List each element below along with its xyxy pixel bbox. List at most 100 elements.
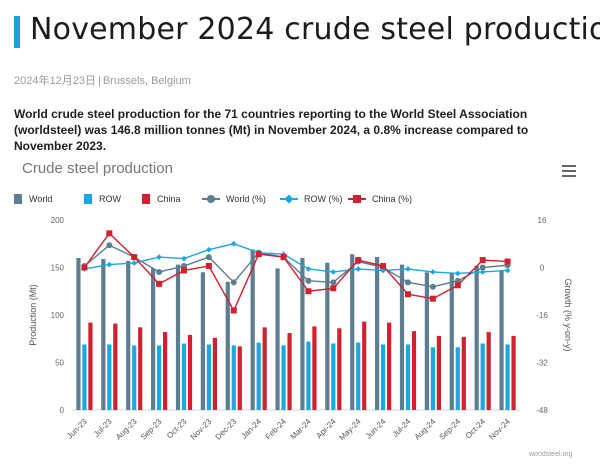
marker-china-pct: [181, 267, 187, 274]
x-tick-label: Jul-24: [391, 417, 413, 439]
x-tick-label: May-24: [337, 417, 363, 443]
bar-china: [436, 335, 441, 410]
bar-row: [505, 344, 510, 410]
marker-row-pct: [106, 261, 113, 268]
marker-row-pct: [206, 246, 212, 253]
legend-swatch-row: [84, 194, 92, 204]
x-tick-label: Aug-24: [413, 417, 438, 442]
legend-item-china[interactable]: China: [142, 192, 181, 206]
legend-label-row-pct: ROW (%): [304, 194, 343, 204]
y-tick-label: 50: [55, 359, 64, 368]
marker-china-pct: [230, 307, 237, 314]
y-tick-label: 100: [51, 311, 65, 320]
marker-china-pct: [330, 285, 337, 292]
bar-china: [113, 323, 118, 410]
marker-world-pct: [429, 283, 436, 290]
page-title: November 2024 crude steel production: [30, 12, 600, 47]
bar-china: [262, 327, 267, 410]
y-axis-title: Production (Mt): [28, 284, 38, 346]
bar-china: [312, 326, 317, 410]
x-tick-label: Nov-23: [189, 417, 214, 442]
marker-row-pct: [230, 240, 237, 247]
marker-row-pct: [405, 266, 411, 272]
bar-world: [350, 254, 355, 410]
marker-world-pct: [405, 279, 411, 286]
publish-date: 2024年12月23日: [14, 75, 96, 87]
y-tick-label: 200: [51, 216, 65, 225]
credit-text: worldsteel.org: [529, 451, 573, 458]
bar-world: [424, 272, 429, 410]
bar-world: [200, 272, 205, 410]
marker-china-pct: [205, 263, 212, 270]
bar-row: [281, 345, 286, 410]
y2-tick-label: 0: [540, 264, 545, 273]
bar-world: [449, 273, 454, 410]
marker-row-pct: [380, 267, 386, 274]
marker-china-pct: [504, 258, 511, 265]
marker-world-pct: [230, 279, 237, 286]
hamburger-menu-icon[interactable]: [562, 165, 576, 179]
meta-divider: |: [97, 75, 101, 87]
x-tick-label: Mar-24: [289, 417, 314, 442]
bar-row: [381, 344, 386, 410]
legend-item-world[interactable]: World: [14, 192, 52, 206]
bar-china: [362, 321, 367, 410]
x-tick-label: Nov-24: [487, 417, 512, 442]
legend-label-world: World: [29, 194, 53, 204]
marker-china-pct: [479, 257, 486, 264]
marker-china-pct: [380, 263, 387, 270]
bar-row: [356, 342, 361, 410]
bar-row: [181, 343, 187, 410]
bar-world: [275, 268, 280, 410]
location: Brussels, Belgium: [102, 75, 191, 87]
legend-item-china-pct[interactable]: China (%): [348, 192, 412, 206]
bar-world: [474, 265, 479, 410]
legend-item-world-pct[interactable]: World (%): [202, 192, 266, 206]
x-tick-label: Apr-24: [314, 417, 338, 441]
lead-paragraph: World crude steel production for the 71 …: [14, 107, 529, 153]
bar-row: [405, 344, 411, 410]
legend-label-world-pct: World (%): [226, 194, 266, 204]
marker-china-pct: [305, 288, 312, 295]
bar-china: [411, 331, 417, 410]
legend-item-row-pct[interactable]: ROW (%): [280, 192, 343, 206]
bar-china: [486, 332, 491, 410]
bar-world: [300, 258, 305, 410]
legend-swatch-world: [14, 194, 22, 204]
bar-row: [82, 344, 87, 410]
bar-china: [212, 337, 217, 410]
bar-world: [499, 270, 504, 410]
bar-world: [101, 258, 106, 410]
bar-world: [375, 257, 380, 410]
bar-china: [138, 327, 143, 410]
legend-swatch-china: [142, 194, 150, 204]
bar-row: [231, 345, 236, 410]
bar-world: [126, 260, 131, 410]
marker-world-pct: [205, 254, 212, 261]
y2-tick-label: -48: [536, 406, 548, 415]
y2-tick-label: -32: [536, 359, 548, 368]
bar-row: [157, 345, 162, 410]
bar-row: [107, 344, 112, 410]
legend-swatch-row-pct: [280, 194, 298, 204]
marker-world-pct: [330, 279, 337, 286]
x-tick-label: Jun-24: [364, 417, 388, 441]
bar-world: [250, 249, 255, 410]
y2-axis-title: Growth (% y-on-y): [563, 278, 573, 351]
marker-china-pct: [81, 264, 88, 271]
bar-world: [325, 262, 330, 410]
marker-world-pct: [106, 242, 113, 249]
x-tick-label: Jul-23: [92, 417, 114, 439]
legend-item-row[interactable]: ROW: [84, 192, 121, 206]
bar-row: [455, 347, 460, 410]
bar-china: [287, 333, 292, 410]
bar-china: [387, 322, 392, 410]
x-tick-label: Sep-23: [139, 417, 164, 442]
marker-row-pct: [156, 254, 162, 260]
bar-china: [461, 336, 466, 410]
line-world-pct: [83, 244, 508, 288]
y2-tick-label: -16: [536, 311, 548, 320]
x-tick-label: Jan-24: [239, 417, 263, 441]
marker-china-pct: [156, 280, 163, 287]
